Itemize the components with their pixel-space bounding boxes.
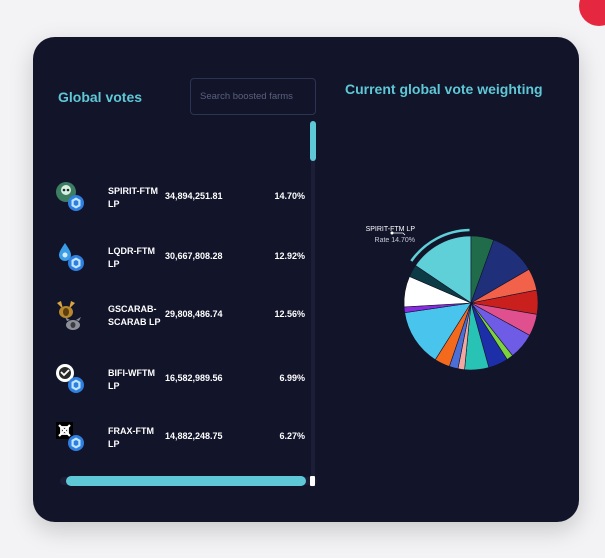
pie-tooltip-name: SPIRIT-FTM LP [365,226,415,233]
gscarab-token-icon [55,299,89,333]
lqdr-token-icon [55,241,89,275]
farm-percent: 14.70% [274,191,305,201]
global-votes-title: Global votes [58,89,143,105]
pie-slice[interactable] [415,235,472,304]
horizontal-scrollbar[interactable] [60,475,317,487]
farm-row-bifi-wftm[interactable]: BIFI-WFTM LP 16,582,989.56 6.99% [55,359,315,409]
bifi-token-icon [55,363,89,397]
pie-tooltip-leader [392,232,406,236]
farm-name: FRAX-FTM LP [108,426,154,449]
farm-percent: 12.92% [274,251,305,261]
pie-tooltip-dot [390,231,394,235]
search-boosted-farms-input[interactable] [190,78,316,115]
global-votes-card: Global votes Current global vote weighti… [33,37,579,522]
vote-weighting-pie-chart[interactable] [33,37,579,522]
farm-name: BIFI-WFTM LP [108,368,155,391]
farm-row-lqdr-ftm[interactable]: LQDR-FTM LP 30,667,808.28 12.92% [55,237,315,287]
pie-highlight-arc [410,228,470,262]
farm-percent: 6.99% [279,373,305,383]
vote-weighting-title: Current global vote weighting [345,81,543,97]
vertical-scrollbar[interactable] [308,117,318,487]
farm-row-frax-ftm[interactable]: FRAX-FTM LP 14,882,248.75 6.27% [55,417,315,467]
farm-percent: 12.56% [274,309,305,319]
farm-votes: 30,667,808.28 [165,251,223,261]
scrollbar-thumb[interactable] [66,476,306,486]
scrollbar-end-handle[interactable] [310,476,315,486]
farm-row-spirit-ftm[interactable]: SPIRIT-FTM LP 34,894,251.81 14.70% [55,177,315,227]
pie-slice[interactable] [409,265,472,304]
farm-votes: 14,882,248.75 [165,431,223,441]
frax-token-icon [55,421,89,455]
pie-tooltip-rate: Rate 14.70% [374,237,415,244]
spirit-token-icon [55,181,89,215]
farm-votes: 16,582,989.56 [165,373,223,383]
notification-badge [579,0,605,26]
farm-name: GSCARAB-SCARAB LP [108,304,161,327]
farm-row-gscarab-scarab[interactable]: GSCARAB-SCARAB LP 29,808,486.74 12.56% [55,295,315,345]
farm-percent: 6.27% [279,431,305,441]
pie-slice[interactable] [404,302,472,361]
farm-votes: 29,808,486.74 [165,309,223,319]
scrollbar-track [311,121,315,487]
scrollbar-thumb[interactable] [310,121,316,161]
farm-name: LQDR-FTM LP [108,246,155,269]
farm-name: SPIRIT-FTM LP [108,186,158,209]
farm-votes: 34,894,251.81 [165,191,223,201]
